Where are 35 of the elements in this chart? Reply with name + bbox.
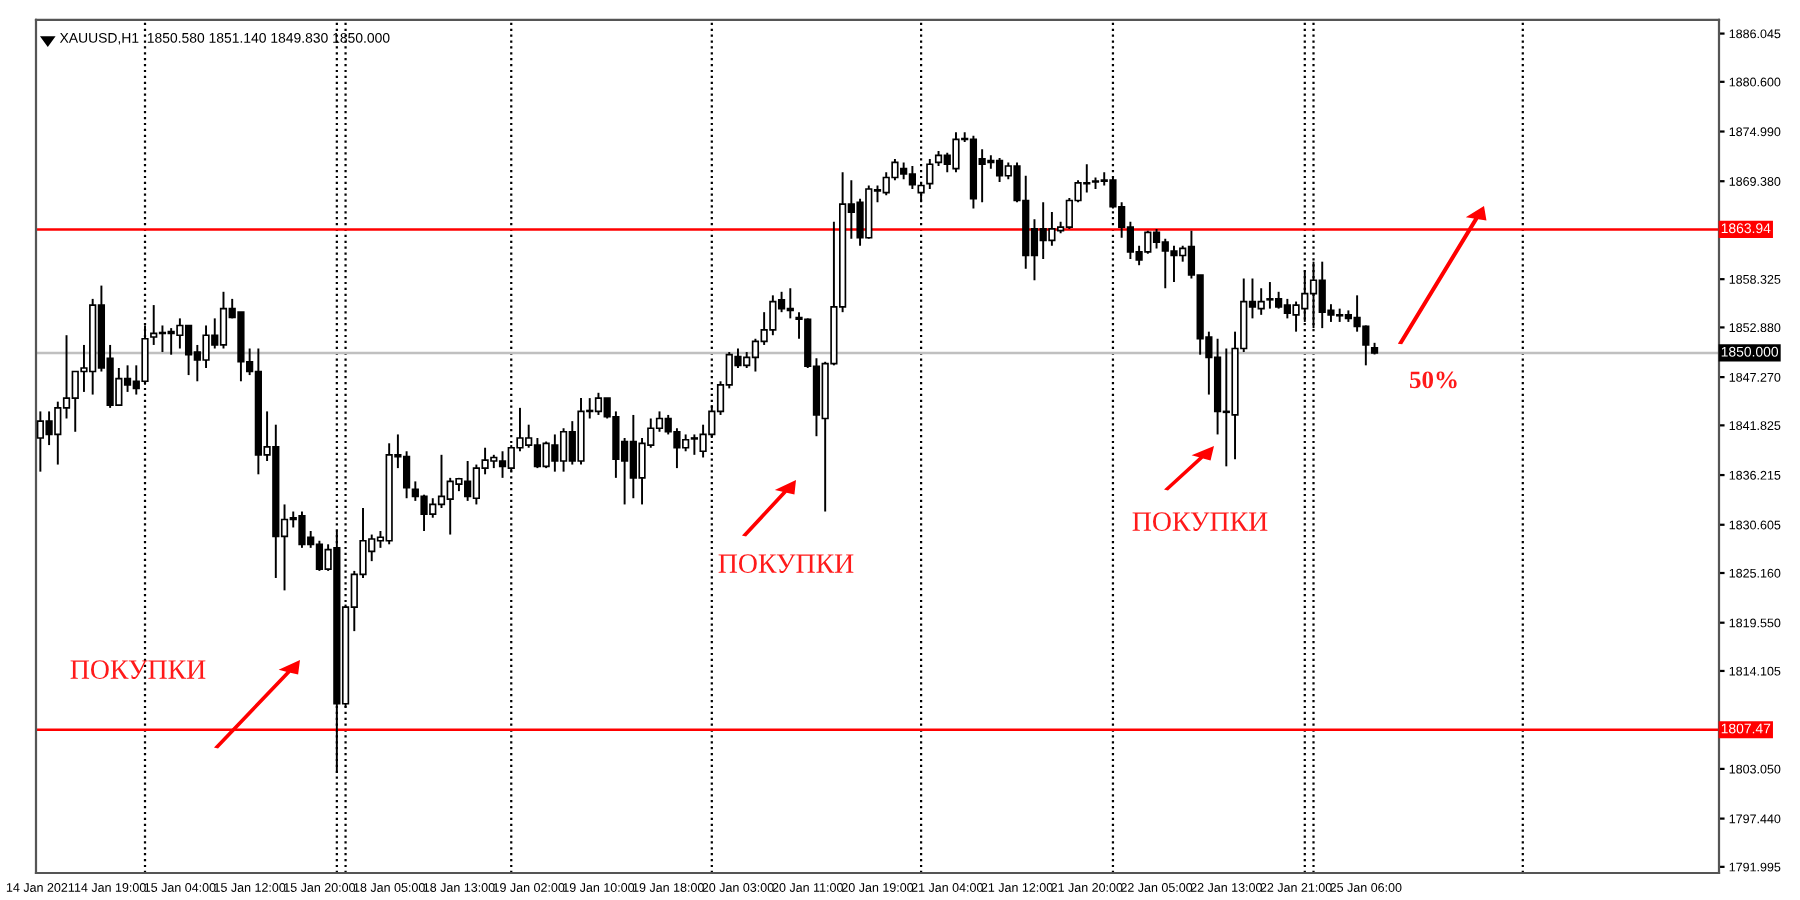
- candlestick: [498, 450, 507, 479]
- candlestick: [184, 324, 193, 377]
- candlestick: [1257, 287, 1265, 316]
- candlestick: [202, 324, 210, 369]
- candlestick: [908, 165, 917, 190]
- annotation: ПОКУПКИ: [70, 660, 206, 679]
- candlestick: [219, 290, 228, 350]
- candlestick: [559, 427, 568, 473]
- candlestick: [926, 157, 934, 190]
- candlestick: [786, 287, 794, 320]
- candlestick: [1170, 244, 1178, 284]
- candlestick: [542, 440, 550, 470]
- annotation: ПОКУПКИ: [718, 554, 854, 573]
- candlestick: [551, 433, 559, 473]
- candlestick: [594, 391, 603, 416]
- candlestick: [533, 437, 542, 470]
- candlestick: [1266, 281, 1274, 310]
- candlestick: [150, 304, 158, 346]
- candlestick: [1152, 227, 1161, 250]
- candlestick: [1048, 211, 1056, 247]
- candlestick: [995, 157, 1004, 183]
- candlestick: [298, 510, 306, 549]
- candlestick: [751, 337, 760, 373]
- candlestick: [45, 410, 53, 447]
- candlestick: [952, 131, 960, 174]
- candlestick: [420, 493, 428, 532]
- candlestick: [315, 539, 324, 572]
- annotation: ПОКУПКИ: [1132, 512, 1268, 531]
- candlestick: [402, 450, 411, 500]
- candlestick: [176, 317, 184, 350]
- candlestick: [769, 294, 777, 337]
- candlestick: [1292, 300, 1300, 333]
- annotation: 50%: [1410, 371, 1457, 389]
- candlestick: [690, 433, 699, 456]
- candlestick: [437, 453, 446, 509]
